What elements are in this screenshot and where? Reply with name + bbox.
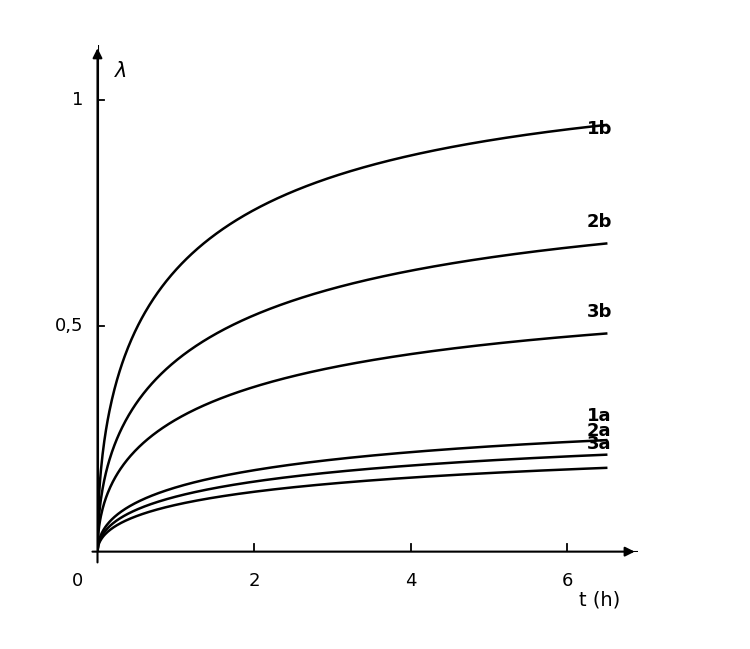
Text: 4: 4: [405, 572, 416, 590]
Text: t (h): t (h): [579, 590, 620, 609]
Text: 2a: 2a: [586, 421, 611, 439]
Text: 2: 2: [248, 572, 259, 590]
Text: 3a: 3a: [586, 435, 611, 453]
Text: 3b: 3b: [586, 303, 612, 321]
Text: 1a: 1a: [586, 407, 611, 425]
Text: 0: 0: [72, 572, 83, 590]
Text: 2b: 2b: [586, 213, 612, 230]
Text: 1b: 1b: [586, 120, 612, 138]
Text: 6: 6: [562, 572, 573, 590]
Text: 0,5: 0,5: [55, 317, 83, 335]
Text: 1: 1: [72, 91, 83, 108]
Text: λ: λ: [115, 60, 127, 80]
